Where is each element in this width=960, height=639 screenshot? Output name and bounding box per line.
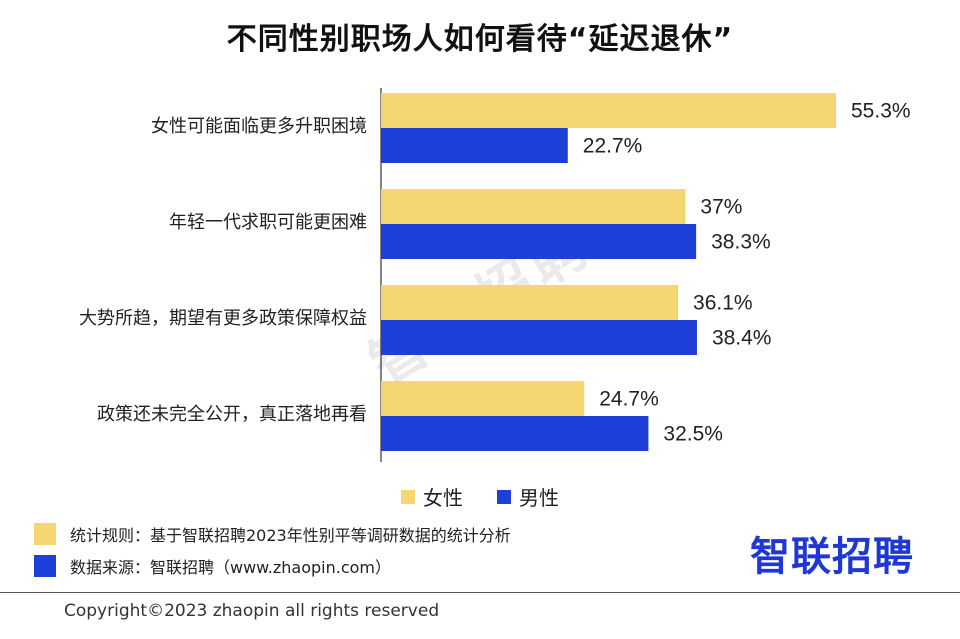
legend-swatch-male bbox=[497, 489, 511, 504]
legend-item-male: 男性 bbox=[497, 482, 559, 511]
bar-male-1 bbox=[381, 224, 697, 259]
legend-swatch-female bbox=[401, 489, 415, 504]
footnote-source: 数据来源：智联招聘（www.zhaopin.com） bbox=[34, 552, 511, 580]
bar-male-3 bbox=[381, 416, 649, 451]
category-label-3: 政策还未完全公开，真正落地再看 bbox=[97, 404, 367, 425]
bar-male-2 bbox=[381, 320, 697, 355]
category-label-2: 大势所趋，期望有更多政策保障权益 bbox=[79, 308, 367, 329]
copyright: Copyright©2023 zhaopin all rights reserv… bbox=[64, 601, 440, 621]
data-label-female-0: 55.3% bbox=[851, 100, 911, 123]
data-label-male-0: 22.7% bbox=[583, 135, 643, 158]
bar-chart: 女性可能面临更多升职困境 55.3% 22.7% 年轻一代求职可能更困难 37% 38.3… bbox=[79, 88, 911, 462]
category-label-1: 年轻一代求职可能更困难 bbox=[169, 212, 367, 233]
footnote-source-box bbox=[34, 555, 56, 577]
data-label-female-2: 36.1% bbox=[693, 292, 753, 315]
bar-female-2 bbox=[381, 285, 679, 320]
bar-male-0 bbox=[381, 128, 568, 163]
category-label-0: 女性可能面临更多升职困境 bbox=[151, 116, 367, 137]
data-label-female-1: 37% bbox=[700, 196, 742, 219]
legend-label-female: 女性 bbox=[423, 486, 463, 510]
brand-logo: 智联招聘 bbox=[750, 534, 914, 580]
footnotes: 统计规则：基于智联招聘2023年性别平等调研数据的统计分析 数据来源：智联招聘（… bbox=[34, 520, 511, 584]
footnote-source-text: 数据来源：智联招聘（www.zhaopin.com） bbox=[70, 558, 392, 577]
data-label-male-3: 32.5% bbox=[663, 423, 723, 446]
data-label-male-2: 38.4% bbox=[712, 327, 772, 350]
legend-label-male: 男性 bbox=[519, 486, 559, 510]
legend-item-female: 女性 bbox=[401, 482, 463, 511]
divider bbox=[0, 592, 960, 593]
bar-female-0 bbox=[381, 93, 836, 128]
chart-title: 不同性别职场人如何看待“延迟退休” bbox=[226, 22, 734, 57]
legend: 女性 男性 bbox=[0, 482, 960, 511]
footnote-rule-box bbox=[34, 523, 56, 545]
footnote-rule-text: 统计规则：基于智联招聘2023年性别平等调研数据的统计分析 bbox=[70, 526, 511, 545]
data-label-female-3: 24.7% bbox=[599, 388, 659, 411]
data-label-male-1: 38.3% bbox=[711, 231, 771, 254]
bar-female-3 bbox=[381, 381, 585, 416]
footnote-rule: 统计规则：基于智联招聘2023年性别平等调研数据的统计分析 bbox=[34, 520, 511, 548]
bar-female-1 bbox=[381, 189, 686, 224]
